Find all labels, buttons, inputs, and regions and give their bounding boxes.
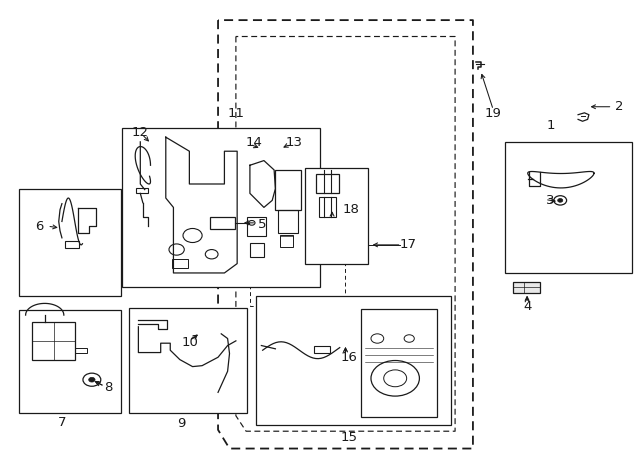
Text: 4: 4 xyxy=(523,300,531,313)
Text: 9: 9 xyxy=(177,417,186,430)
Bar xyxy=(32,322,76,359)
Text: 8: 8 xyxy=(104,381,113,394)
Bar xyxy=(250,244,264,257)
Bar xyxy=(275,170,301,210)
Bar xyxy=(256,296,451,425)
Bar xyxy=(362,309,436,417)
Bar xyxy=(280,235,293,247)
Text: 3: 3 xyxy=(547,194,555,207)
Text: 18: 18 xyxy=(342,203,359,216)
Bar xyxy=(129,308,246,414)
Text: 5: 5 xyxy=(259,218,267,231)
Text: 15: 15 xyxy=(341,431,358,444)
Bar xyxy=(246,217,266,236)
Bar xyxy=(19,189,121,296)
Bar xyxy=(278,210,298,233)
Bar xyxy=(122,128,320,287)
Bar xyxy=(172,259,188,268)
Bar xyxy=(505,142,632,273)
Text: 14: 14 xyxy=(246,136,263,149)
Bar xyxy=(76,348,87,354)
Text: 1: 1 xyxy=(547,119,556,132)
Bar xyxy=(19,310,121,414)
Text: 6: 6 xyxy=(35,219,44,233)
Text: 2: 2 xyxy=(614,100,623,113)
Bar xyxy=(314,346,330,354)
Text: 13: 13 xyxy=(286,136,303,149)
Text: 11: 11 xyxy=(227,107,244,120)
Bar xyxy=(513,282,540,292)
Bar xyxy=(211,217,235,229)
Text: 17: 17 xyxy=(399,238,417,252)
Text: 12: 12 xyxy=(132,126,149,139)
Circle shape xyxy=(557,198,563,202)
Bar xyxy=(305,168,369,264)
Text: 16: 16 xyxy=(341,351,358,364)
Circle shape xyxy=(89,377,95,382)
Text: 7: 7 xyxy=(58,416,66,429)
Bar xyxy=(316,174,339,194)
Bar xyxy=(65,241,79,248)
Bar xyxy=(136,188,148,194)
Text: 10: 10 xyxy=(182,336,198,349)
Text: 19: 19 xyxy=(485,107,502,120)
Bar xyxy=(319,197,336,217)
